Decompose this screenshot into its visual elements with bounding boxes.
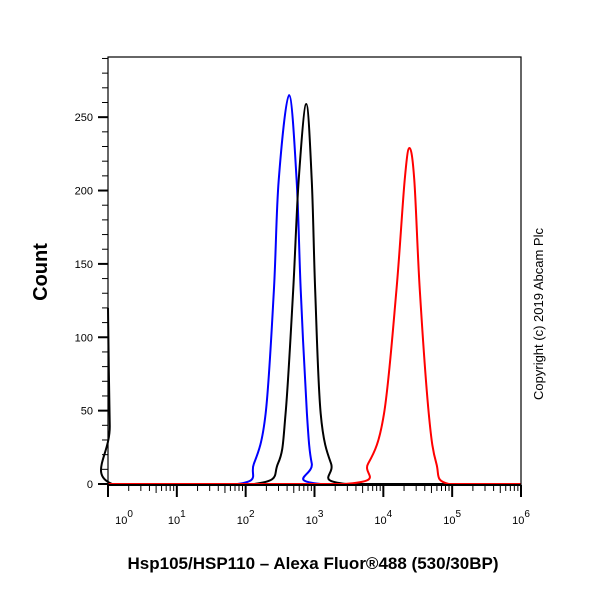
x-tick-exponent: 5 xyxy=(456,509,462,520)
y-tick-label: 100 xyxy=(75,332,93,344)
histogram-series-0 xyxy=(107,94,521,486)
x-tick-exponent: 6 xyxy=(524,509,530,520)
x-tick-base: 10 xyxy=(306,515,318,527)
y-tick-label: 0 xyxy=(87,479,93,491)
x-tick-base: 10 xyxy=(512,515,524,527)
histogram-series-1 xyxy=(100,102,521,486)
y-tick-label: 250 xyxy=(75,112,93,124)
x-tick-base: 10 xyxy=(237,515,249,527)
x-tick-label: 106 xyxy=(512,509,530,527)
x-tick-base: 10 xyxy=(443,515,455,527)
x-tick-label: 105 xyxy=(443,509,461,527)
x-tick-base: 10 xyxy=(115,515,127,527)
x-tick-label: 102 xyxy=(237,509,255,527)
x-tick-base: 10 xyxy=(374,515,386,527)
copyright-annotation: Copyright (c) 2019 Abcam Plc xyxy=(531,228,546,400)
x-tick-base: 10 xyxy=(168,515,180,527)
y-tick-label: 150 xyxy=(75,259,93,271)
x-tick-label: 103 xyxy=(306,509,324,527)
y-tick-label: 200 xyxy=(75,186,93,198)
x-tick-exponent: 4 xyxy=(387,509,393,520)
x-tick-exponent: 1 xyxy=(180,509,186,520)
x-tick-exponent: 0 xyxy=(127,509,133,520)
y-axis-label: Count xyxy=(30,243,52,301)
x-tick-label: 100 xyxy=(115,509,133,527)
x-tick-exponent: 2 xyxy=(249,509,255,520)
x-axis-label: Hsp105/HSP110 – Alexa Fluor®488 (530/30B… xyxy=(128,554,499,573)
curves xyxy=(100,94,521,486)
x-tick-exponent: 3 xyxy=(318,509,324,520)
y-tick-label: 50 xyxy=(81,406,93,418)
x-tick-label: 104 xyxy=(374,509,392,527)
histogram-series-2 xyxy=(107,146,521,486)
x-tick-label: 101 xyxy=(168,509,186,527)
